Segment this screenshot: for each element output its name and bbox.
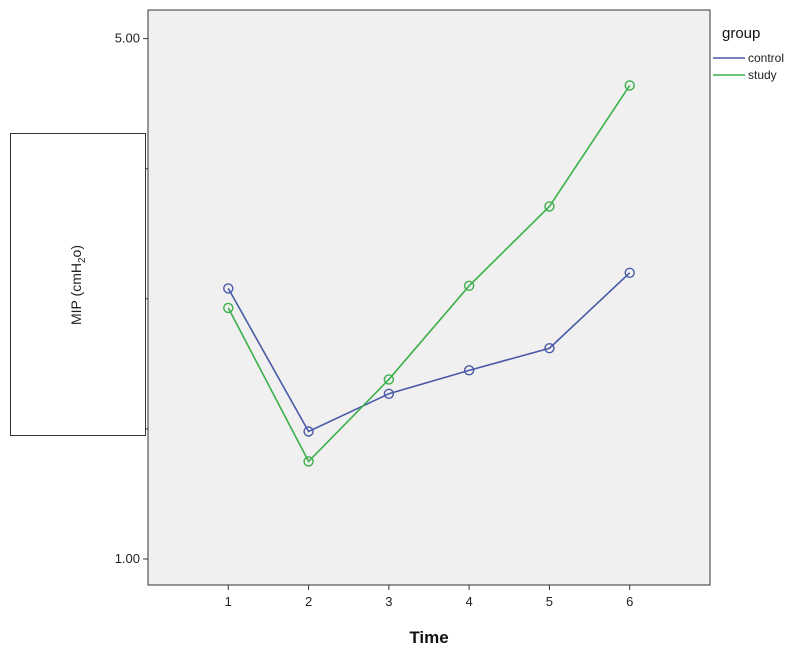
x-tick-label: 1 [225, 594, 232, 609]
y-axis-title-main: MIP (cmH [68, 262, 85, 325]
x-axis-title: Time [409, 628, 448, 647]
data-point-control [303, 426, 314, 437]
plot-area [147, 9, 711, 586]
legend: group control study [713, 25, 784, 82]
x-tick-label: 4 [466, 594, 473, 609]
x-tick-label: 6 [626, 594, 633, 609]
y-axis-title-subscript: 2 [76, 256, 88, 263]
data-point-control [544, 343, 555, 354]
series-line-control [227, 272, 631, 433]
data-point-study [544, 201, 555, 212]
data-point-control [223, 283, 234, 294]
legend-title: group [722, 25, 760, 42]
legend-label-study: study [748, 68, 777, 82]
series-layer [223, 80, 635, 467]
y-axis-label-box: MIP (cmH2o) [10, 133, 146, 436]
y-tick-label: 1.00 [115, 551, 140, 566]
series-study [223, 80, 635, 467]
data-point-study [223, 302, 234, 314]
series-line-study [227, 85, 631, 463]
data-point-study [303, 456, 314, 467]
series-control [223, 267, 635, 437]
legend-label-control: control [748, 51, 784, 65]
y-axis-title-suffix: o) [68, 244, 85, 257]
x-axis: 1 2 3 4 5 6 [225, 585, 633, 609]
data-point-study [383, 374, 395, 385]
y-axis-title: MIP (cmH2o) [68, 245, 88, 325]
data-point-control [463, 365, 475, 376]
x-tick-label: 3 [385, 594, 392, 609]
x-tick-label: 5 [546, 594, 553, 609]
data-point-study [624, 80, 635, 91]
y-tick-label: 5.00 [115, 31, 140, 46]
data-point-study [463, 280, 475, 291]
data-point-control [383, 388, 395, 399]
data-point-control [624, 267, 635, 278]
x-tick-label: 2 [305, 594, 312, 609]
